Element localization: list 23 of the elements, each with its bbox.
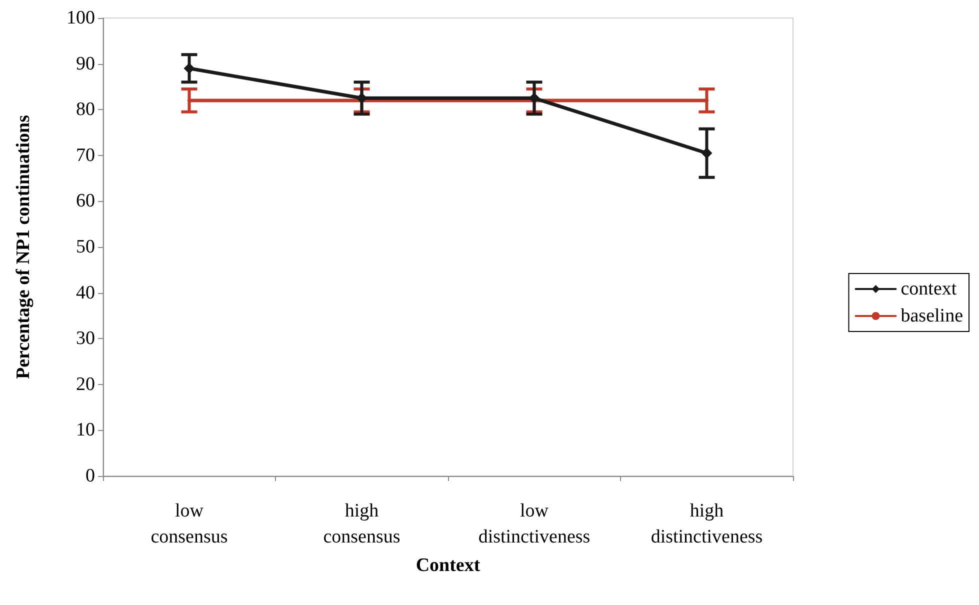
point <box>528 92 540 104</box>
y-tick-label: 80 <box>76 99 95 120</box>
x-tick-label: low consensus <box>150 500 228 548</box>
legend-label: context <box>900 278 958 300</box>
y-tick-label: 100 <box>66 8 95 28</box>
y-axis-title: Percentage of NP1 continuations <box>13 114 34 380</box>
legend-label: baseline <box>900 306 964 326</box>
x-tick-label: low distinctiveness <box>478 500 590 548</box>
x-tick-label: high distinctiveness <box>650 500 763 548</box>
y-tick-label: 70 <box>76 144 95 166</box>
y-tick-label: 20 <box>76 374 95 395</box>
point <box>701 148 712 159</box>
y-tick-label: 0 <box>86 466 95 486</box>
point <box>184 62 195 74</box>
y-tick-label: 90 <box>76 53 95 74</box>
y-tick-label: 30 <box>76 328 95 350</box>
y-tick-label: 50 <box>76 236 95 258</box>
x-axis-title: Context <box>416 555 481 576</box>
y-tick-label: 60 <box>76 190 95 212</box>
y-tick-label: 10 <box>76 420 95 441</box>
y-tick-label: 40 <box>76 282 95 304</box>
point <box>356 92 368 104</box>
x-tick-label: high consensus <box>323 500 400 548</box>
